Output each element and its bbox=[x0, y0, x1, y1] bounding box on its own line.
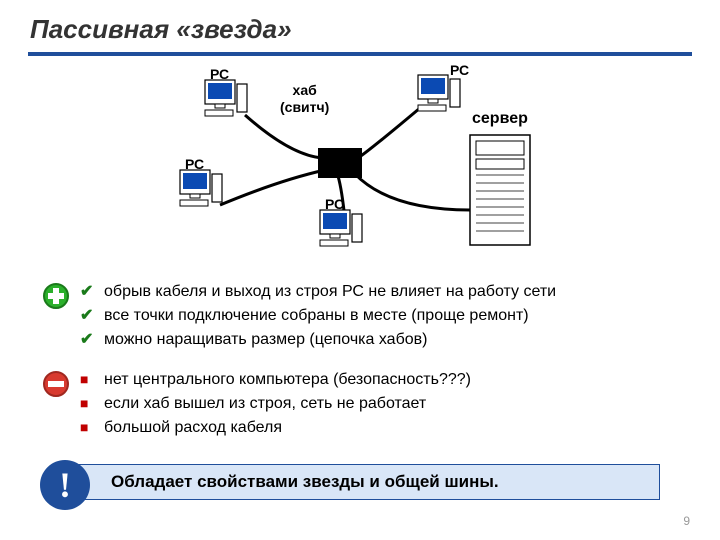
minus-icon bbox=[42, 370, 70, 398]
list-item: ■большой расход кабеля bbox=[80, 416, 471, 440]
pros-list: ✔обрыв кабеля и выход из строя РС не вли… bbox=[80, 280, 556, 352]
plus-icon bbox=[42, 282, 70, 310]
check-icon: ✔ bbox=[80, 328, 104, 352]
con-text-1: нет центрального компьютера (безопасност… bbox=[104, 368, 471, 392]
pro-text-3: можно наращивать размер (цепочка хабов) bbox=[104, 328, 427, 352]
pc-4 bbox=[320, 210, 362, 246]
con-text-3: большой расход кабеля bbox=[104, 416, 282, 440]
bullet-icon: ■ bbox=[80, 368, 104, 392]
pro-text-2: все точки подключение собраны в месте (п… bbox=[104, 304, 529, 328]
callout-bar: Обладает свойствами звезды и общей шины. bbox=[60, 464, 660, 500]
check-icon: ✔ bbox=[80, 304, 104, 328]
callout-text: Обладает свойствами звезды и общей шины. bbox=[111, 472, 499, 492]
list-item: ✔можно наращивать размер (цепочка хабов) bbox=[80, 328, 556, 352]
list-item: ✔все точки подключение собраны в месте (… bbox=[80, 304, 556, 328]
con-text-2: если хаб вышел из строя, сеть не работае… bbox=[104, 392, 426, 416]
bullet-icon: ■ bbox=[80, 392, 104, 416]
cons-list: ■нет центрального компьютера (безопаснос… bbox=[80, 368, 471, 440]
page-number: 9 bbox=[683, 514, 690, 528]
check-icon: ✔ bbox=[80, 280, 104, 304]
list-item: ■нет центрального компьютера (безопаснос… bbox=[80, 368, 471, 392]
pc-3 bbox=[180, 170, 222, 206]
list-item: ✔обрыв кабеля и выход из строя РС не вли… bbox=[80, 280, 556, 304]
title-underline bbox=[28, 52, 692, 56]
server-device bbox=[470, 135, 530, 245]
network-diagram: хаб (свитч) bbox=[150, 60, 570, 270]
page-title: Пассивная «звезда» bbox=[30, 14, 292, 45]
pro-text-1: обрыв кабеля и выход из строя РС не влия… bbox=[104, 280, 556, 304]
list-item: ■если хаб вышел из строя, сеть не работа… bbox=[80, 392, 471, 416]
exclamation-icon: ! bbox=[40, 460, 90, 510]
pc-1 bbox=[205, 80, 247, 116]
pc-layer bbox=[150, 60, 570, 270]
bullet-icon: ■ bbox=[80, 416, 104, 440]
pc-2 bbox=[418, 75, 460, 111]
